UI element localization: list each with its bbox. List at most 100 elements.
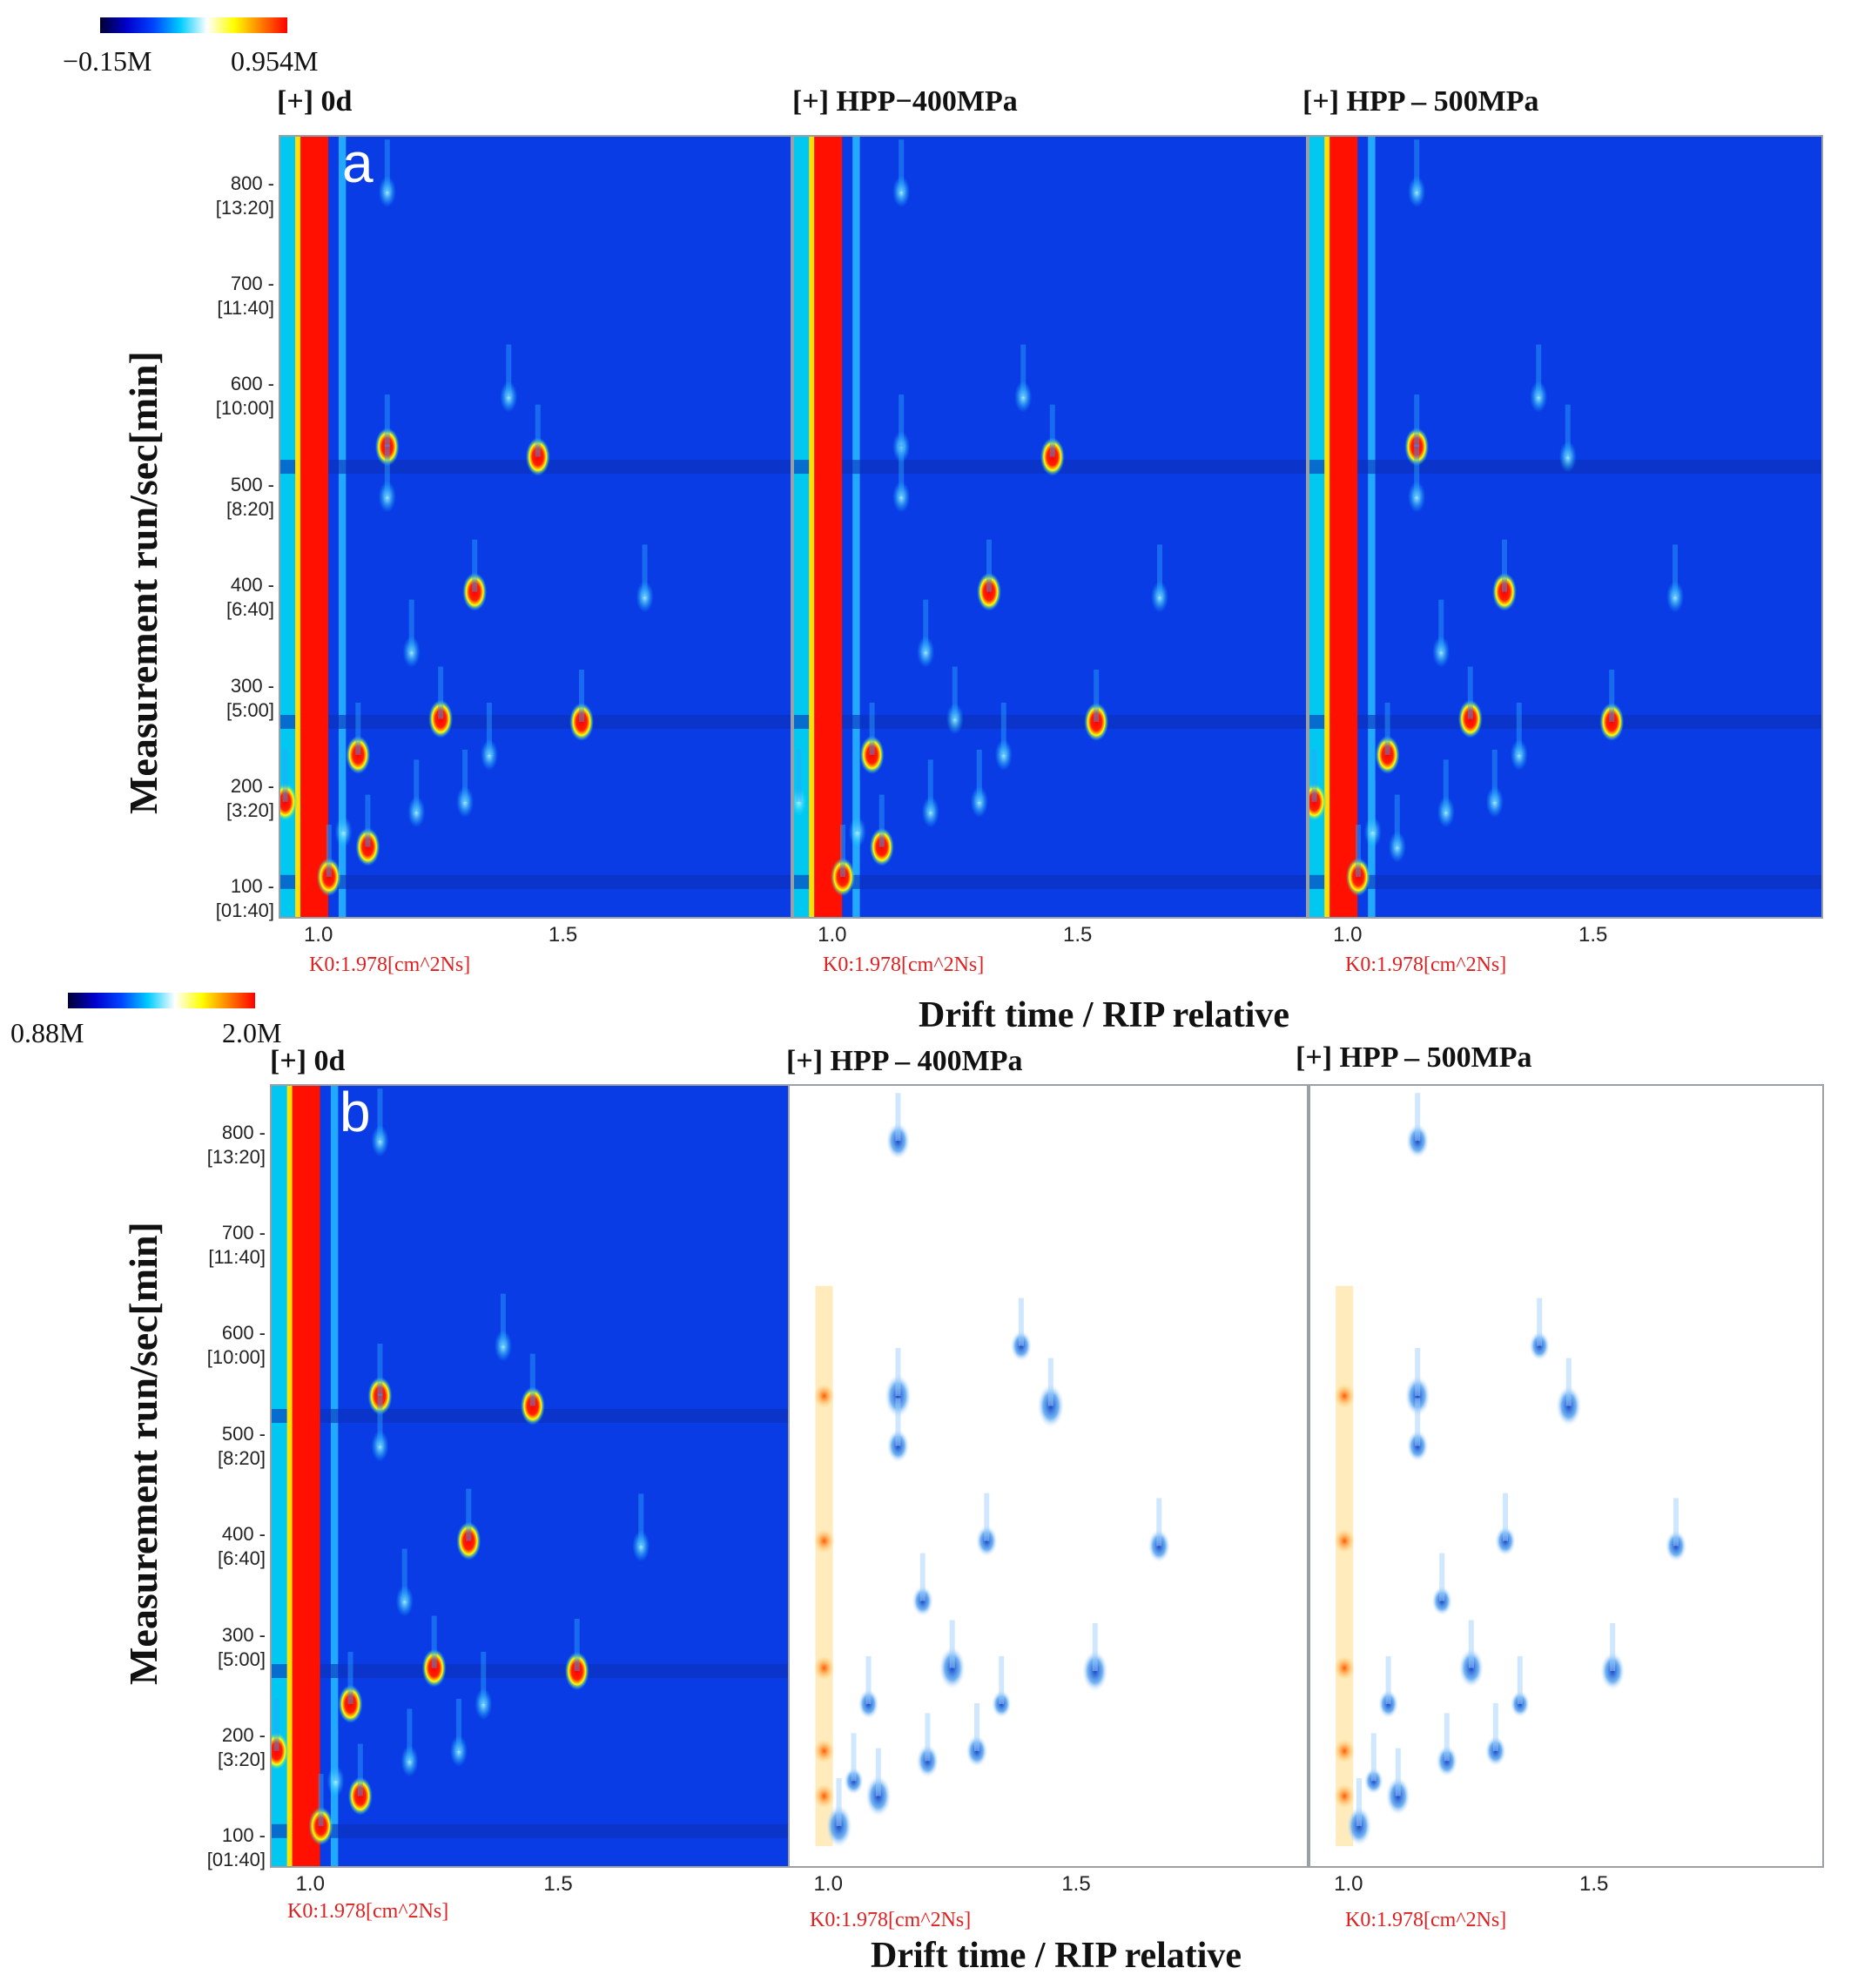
difference-spot-positive — [813, 1783, 835, 1809]
heatmap-svg — [790, 1086, 1307, 1866]
peak-spot — [355, 827, 380, 866]
panel-letter-a: a — [342, 131, 374, 194]
peak-tail — [1491, 749, 1498, 802]
heatmap-panel-a-hpp500 — [1308, 135, 1823, 919]
difference-tail — [895, 1093, 901, 1142]
difference-tail — [1370, 1733, 1376, 1782]
peak-tail — [377, 1393, 383, 1446]
x-tick-label: 1.5 — [543, 1872, 573, 1896]
x-tick-label: 1.5 — [1063, 923, 1093, 947]
peak-tail — [333, 1729, 339, 1782]
peak-spot — [892, 176, 911, 208]
x-tick-label: 1.0 — [303, 923, 333, 947]
heatmap-svg — [1310, 1086, 1822, 1866]
difference-tail — [1444, 1713, 1450, 1762]
difference-panel-b-hpp500 — [1309, 1084, 1824, 1868]
peak-spot — [1530, 381, 1548, 413]
peak-tail — [535, 404, 541, 457]
rip-line-edge — [1324, 137, 1330, 917]
peak-spot — [280, 782, 298, 821]
y-tick-label: 700 - [11:40] — [208, 1222, 266, 1269]
colorbar-a-min-label: −0.15M — [63, 45, 152, 77]
peak-spot — [371, 1430, 389, 1462]
difference-tail — [851, 1733, 857, 1782]
peak-tail — [796, 749, 802, 802]
peak-tail — [899, 444, 905, 497]
difference-tail — [999, 1655, 1005, 1704]
peak-tail — [384, 444, 390, 497]
difference-tail — [1439, 1553, 1445, 1601]
peak-spot — [520, 1386, 545, 1425]
rip-line-edge — [809, 137, 815, 917]
rip-difference-band — [815, 1285, 833, 1847]
peak-tail — [1609, 670, 1615, 722]
peak-tail — [408, 599, 414, 652]
peak-tail — [1443, 759, 1449, 812]
rip-difference-band — [1336, 1285, 1354, 1847]
peak-tail — [377, 1344, 383, 1397]
peak-tail — [401, 1548, 407, 1601]
peak-spot — [326, 1765, 345, 1797]
peak-tail — [1516, 702, 1522, 755]
difference-tail — [925, 1713, 931, 1762]
peak-tail — [462, 749, 468, 802]
x-axis-label-a: Drift time / RIP relative — [919, 995, 1290, 1035]
peak-tail — [1438, 599, 1444, 652]
difference-spot-negative — [858, 1688, 879, 1720]
y-tick-label: 600 - [10:00] — [215, 373, 274, 420]
peak-tail — [1394, 794, 1400, 847]
difference-spot-negative — [885, 1122, 911, 1160]
peak-tail — [1370, 779, 1376, 832]
peak-spot — [1485, 785, 1504, 818]
peak-spot — [1040, 437, 1065, 476]
difference-tail — [973, 1702, 979, 1751]
peak-tail — [365, 794, 371, 847]
horizontal-streak — [280, 715, 791, 729]
peak-tail — [347, 1651, 353, 1704]
y-tick-label: 700 - [11:40] — [217, 273, 274, 320]
peak-spot — [569, 703, 595, 741]
peak-spot — [917, 636, 935, 668]
difference-spot-negative — [975, 1525, 999, 1558]
peak-spot — [407, 796, 426, 828]
difference-tail — [1018, 1297, 1024, 1346]
peak-spot — [347, 1776, 373, 1816]
peak-spot — [1084, 703, 1109, 741]
peak-spot — [1432, 636, 1451, 668]
peak-spot — [367, 1377, 393, 1416]
heatmap-panel-a-hpp400 — [792, 135, 1308, 919]
peak-tail — [500, 1293, 506, 1346]
peak-tail — [472, 539, 478, 592]
peak-spot — [480, 738, 498, 771]
peak-spot — [831, 858, 855, 897]
peak-tail — [642, 544, 648, 597]
difference-tail — [1415, 1348, 1421, 1397]
plot-background — [794, 137, 1306, 917]
y-tick-label: 400 - [6:40] — [217, 1523, 266, 1570]
peak-spot — [1457, 699, 1483, 738]
peak-spot — [892, 481, 911, 513]
difference-tail — [1047, 1358, 1053, 1406]
colorbar-a — [100, 17, 287, 33]
horizontal-streak — [1309, 874, 1821, 889]
peak-spot — [374, 428, 400, 467]
peak-tail — [282, 749, 288, 802]
k0-label-a2: K0:1.978[cm^2Ns] — [1345, 954, 1507, 976]
y-tick-label: 800 - [13:20] — [215, 172, 274, 219]
peak-spot — [1404, 428, 1430, 467]
peak-tail — [878, 794, 885, 847]
peak-tail — [357, 1743, 363, 1796]
heatmap-svg — [1309, 137, 1821, 917]
panel-letter-b: b — [340, 1081, 371, 1143]
rip-tail-band — [1368, 137, 1376, 917]
peak-tail — [1565, 404, 1571, 457]
rip-line — [814, 137, 843, 917]
peak-tail — [318, 1774, 324, 1827]
difference-tail — [1395, 1748, 1401, 1796]
peak-spot — [1558, 441, 1577, 473]
peak-spot — [636, 581, 654, 613]
y-tick-label: 300 - [5:00] — [225, 674, 274, 721]
peak-tail — [407, 1708, 413, 1762]
peak-tail — [1000, 702, 1006, 755]
x-tick-label: 1.0 — [813, 1872, 843, 1896]
